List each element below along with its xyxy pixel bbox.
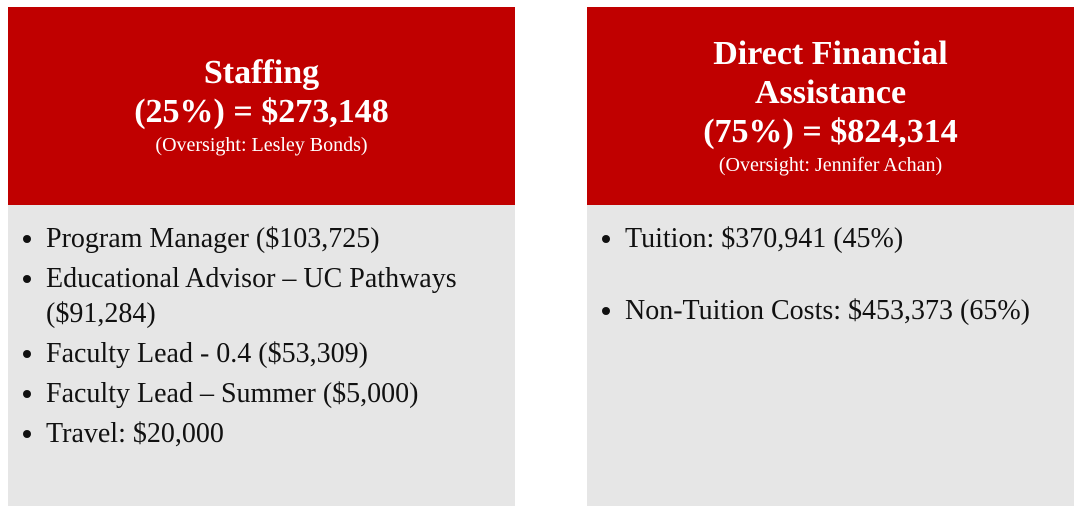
panel: Staffing (25%) = $273,148 (Oversight: Lesl… [8, 7, 515, 506]
panel-amount: (75%) = $824,314 [703, 112, 958, 150]
panel-header: Direct Financial Assistance (75%) = $824,… [587, 7, 1074, 205]
list-item: Educational Advisor – UC Pathways ($91,2… [46, 261, 495, 331]
panel-body: Program Manager ($103,725) Educational Ad… [8, 205, 515, 506]
panel-title: Staffing [203, 54, 320, 91]
panel: Direct Financial Assistance (75%) = $824,… [587, 7, 1074, 506]
list-item: Travel: $20,000 [46, 416, 495, 451]
list-item: Faculty Lead - 0.4 ($53,309) [46, 336, 495, 371]
list-item: Faculty Lead – Summer ($5,000) [46, 376, 495, 411]
item-list: Program Manager ($103,725) Educational Ad… [8, 205, 515, 451]
panel-body: Tuition: $370,941 (45%) Non-Tuition Costs… [587, 205, 1074, 506]
list-item: Program Manager ($103,725) [46, 221, 495, 256]
list-item: Non-Tuition Costs: $453,373 (65%) [625, 293, 1034, 328]
list-item: Tuition: $370,941 (45%) [625, 221, 1034, 256]
panel-amount: (25%) = $273,148 [134, 93, 389, 130]
panel-oversight: (Oversight: Jennifer Achan) [718, 153, 943, 176]
panel-title: Direct Financial Assistance [713, 34, 948, 111]
panel-oversight: (Oversight: Lesley Bonds) [155, 134, 368, 156]
panel-header: Staffing (25%) = $273,148 (Oversight: Lesl… [8, 7, 515, 205]
item-list: Tuition: $370,941 (45%) Non-Tuition Costs… [587, 205, 1074, 328]
